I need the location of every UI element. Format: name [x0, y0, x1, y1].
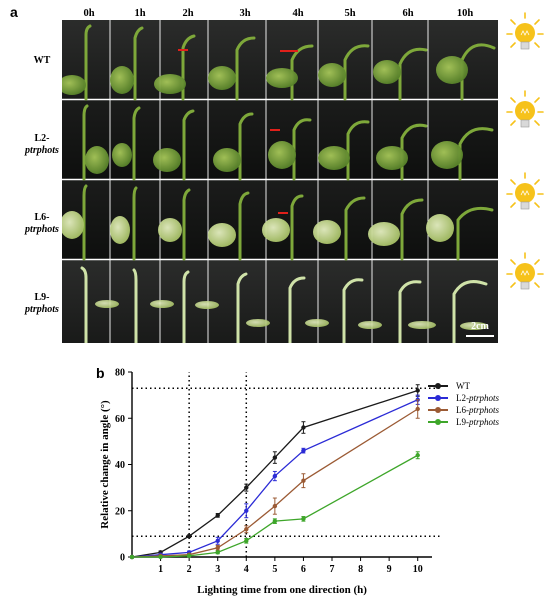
point-l9ptrphots-5: [272, 518, 278, 524]
y-tick-label-40: 40: [115, 460, 125, 471]
legend-label-l6-prefix: L6-: [456, 405, 469, 415]
x-tick-label-5: 5: [272, 564, 277, 575]
y-tick-label-0: 0: [120, 553, 125, 564]
x-tick-label-6: 6: [301, 564, 306, 575]
scale-bar: 2cm: [466, 322, 494, 337]
panel-a-label: a: [10, 4, 18, 20]
leaves-wt: [62, 56, 468, 95]
legend-label-l9-gene: ptrphots: [469, 417, 500, 427]
point-l2ptrphots-6: [301, 448, 306, 453]
row-label-l9-gene: ptrphots: [25, 303, 59, 315]
row-label-l6-prefix: L6-: [34, 212, 50, 223]
legend-dot-wt: [435, 383, 441, 389]
leaves-l2: [85, 141, 463, 174]
legend-label-wt: WT: [456, 381, 470, 391]
legend-label-l6-gene: ptrphots: [469, 405, 500, 415]
point-wt-7: [415, 388, 420, 393]
row-label-l6: L6-ptrphots: [20, 212, 64, 235]
y-tick-label-80: 80: [115, 368, 125, 379]
angle-chart: 1 2 3 4 5 6 7 8 9 10 0 20 40 60 80 Lighting time from o…: [99, 368, 440, 596]
plants-l2: [82, 104, 494, 181]
legend-item-l6: L6-ptrphots: [428, 404, 548, 416]
legend-item-wt: WT: [428, 380, 548, 392]
series-line-l6ptrphots: [131, 408, 419, 558]
x-tick-label-9: 9: [387, 564, 392, 575]
panel-b-label: b: [96, 365, 105, 381]
point-wt-5: [272, 455, 278, 460]
point-l6ptrphots-4: [244, 527, 249, 532]
row-label-l2-prefix: L2-: [34, 133, 50, 144]
red-markers-wt: [178, 49, 298, 52]
time-label-4: 4h: [292, 8, 304, 19]
photo-row-l9: [62, 260, 498, 343]
point-l9ptrphots-2: [186, 553, 192, 559]
leaves-l9: [95, 300, 488, 330]
series-line-wt: [131, 389, 418, 558]
point-wt-2: [186, 533, 192, 539]
point-wt-6: [301, 425, 306, 430]
legend-dot-l9: [435, 419, 441, 425]
point-l6ptrphots-7: [415, 406, 420, 412]
row-label-wt: WT: [20, 55, 64, 67]
series-line-l2ptrphots: [131, 399, 418, 558]
point-l9ptrphots-4: [244, 538, 249, 544]
time-label-2: 2h: [182, 8, 194, 19]
time-label-1: 1h: [134, 8, 146, 19]
scale-bar-label: 2cm: [471, 321, 489, 332]
point-l6ptrphots-6: [301, 478, 306, 483]
legend-label-l2-prefix: L2-: [456, 393, 469, 403]
scale-bar-line: [466, 335, 494, 337]
light-bulb-icon-l2: [506, 90, 544, 128]
time-label-7: 10h: [456, 8, 474, 19]
point-l9ptrphots-1: [158, 554, 163, 560]
time-label-3: 3h: [239, 8, 251, 19]
point-l2ptrphots-4: [244, 508, 249, 513]
light-bulb-icon-wt: [506, 12, 544, 50]
row-label-l6-gene: ptrphots: [25, 223, 59, 235]
plants-l6: [82, 184, 494, 261]
row-label-wt-text: WT: [33, 55, 51, 66]
series-line-l9ptrphots: [132, 454, 419, 558]
light-bulb-icon-l6: [506, 172, 544, 210]
light-bulb-icon-l9: [506, 252, 544, 290]
point-wt-3: [215, 513, 220, 518]
photo-grid: [62, 20, 498, 343]
row-label-l2: L2-ptrphots: [20, 133, 64, 156]
x-tick-label-4: 4: [244, 564, 249, 575]
legend-label-l2-gene: ptrphots: [469, 393, 500, 403]
x-tick-label-3: 3: [215, 564, 220, 575]
point-l6ptrphots-3: [215, 545, 220, 550]
y-tick-label-60: 60: [115, 414, 125, 425]
row-label-l9: L9-ptrphots: [20, 292, 64, 315]
time-label-0: 0h: [83, 8, 95, 19]
x-tick-label-7: 7: [330, 564, 335, 575]
row-label-l9-prefix: L9-: [34, 292, 50, 303]
point-l9ptrphots-0: [129, 554, 135, 560]
legend-item-l9: L9-ptrphots: [428, 416, 548, 428]
x-tick-label-2: 2: [187, 564, 192, 575]
point-l2ptrphots-3: [215, 538, 220, 544]
row-label-l2-gene: ptrphots: [25, 144, 59, 156]
point-l9ptrphots-6: [301, 516, 306, 522]
chart-legend: WT L2-ptrphots L6-ptrphots L9-ptrphots: [428, 380, 548, 428]
x-tick-label-1: 1: [158, 564, 163, 575]
legend-item-l2: L2-ptrphots: [428, 392, 548, 404]
leaves-l6: [62, 211, 454, 247]
point-l9ptrphots-3: [215, 550, 220, 555]
plants-l9: [80, 266, 488, 343]
x-axis-label: Lighting time from one direction (h): [197, 584, 367, 596]
legend-dot-l2: [435, 395, 441, 401]
point-l9ptrphots-7: [415, 453, 420, 458]
legend-label-l9-prefix: L9-: [456, 417, 469, 427]
legend-dot-l6: [435, 407, 441, 413]
x-tick-label-8: 8: [358, 564, 363, 575]
time-label-5: 5h: [344, 8, 356, 19]
x-tick-label-10: 10: [413, 564, 423, 575]
point-l2ptrphots-5: [272, 473, 278, 479]
point-l6ptrphots-5: [272, 503, 278, 509]
y-tick-label-20: 20: [115, 506, 125, 517]
point-wt-4: [244, 485, 249, 490]
y-axis-label: Relative change in angle (°): [99, 400, 111, 529]
time-label-6: 6h: [402, 8, 414, 19]
